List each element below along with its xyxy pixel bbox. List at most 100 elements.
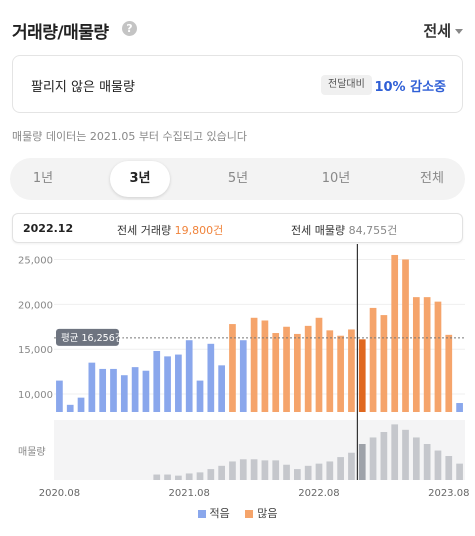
stock-bar: [261, 460, 269, 480]
volume-bar: [110, 368, 117, 412]
volume-bar: [337, 335, 344, 412]
volume-bar: [315, 317, 323, 412]
deal-type-value: 전세: [423, 22, 451, 40]
stock-bar: [326, 461, 334, 480]
volume-bar: [456, 403, 463, 412]
volume-bar: [229, 324, 236, 412]
tab-1-year[interactable]: 1년: [32, 171, 54, 186]
stock-bar: [272, 460, 280, 480]
stock-bar: [218, 465, 225, 480]
volume-bar: [304, 325, 312, 412]
tab-3-year[interactable]: 3년: [110, 161, 170, 197]
volume-bar: [272, 333, 280, 412]
volume-bar: [445, 334, 453, 412]
volume-bar: [326, 330, 334, 412]
volume-bar: [369, 307, 377, 412]
x-tick-label: 2021.08: [169, 488, 210, 499]
volume-bar: [348, 329, 355, 412]
tab-10-year[interactable]: 10년: [321, 171, 351, 186]
average-label: 평균 16,256건: [61, 333, 123, 344]
volume-bar: [56, 380, 63, 412]
volume-bar: [380, 315, 388, 412]
volume-bar: [185, 340, 193, 412]
stock-bar: [456, 463, 463, 480]
stock-bar: [229, 461, 236, 480]
volume-bar: [294, 333, 301, 412]
stock-bar: [185, 473, 193, 480]
selected-month-info: 2022.12 전세 거래량 19,800건 전세 매물량 84,755건: [12, 213, 463, 243]
volume-bar: [423, 297, 431, 412]
x-tick-label: 2020.08: [39, 488, 80, 499]
volume-bar: [196, 380, 204, 412]
volume-bar: [131, 367, 139, 412]
legend-label-many: 많음: [257, 507, 278, 520]
volume-bar: [261, 320, 269, 412]
volume-stock-chart[interactable]: 25,000 20,000 15,000 10,000 평균 16,256건 매물량 202…: [0, 244, 475, 504]
stock-bar: [445, 456, 453, 480]
stock-bar: [164, 474, 171, 480]
y-tick-label: 10,000: [18, 390, 53, 401]
stock-bar: [239, 459, 247, 480]
volume-bar: [391, 254, 399, 412]
y-tick-label: 25,000: [18, 255, 53, 266]
legend-swatch-many: [245, 510, 254, 518]
average-badge: [56, 328, 119, 346]
stock-bar: [315, 463, 323, 480]
info-volume-label: 전세 거래량: [117, 224, 172, 237]
compare-badge: 전달대비: [321, 75, 372, 95]
stock-bar: [196, 472, 204, 480]
stock-bar: [434, 450, 442, 480]
volume-bar: [66, 404, 74, 412]
volume-bar: [164, 356, 171, 412]
volume-bar: [142, 370, 150, 412]
stock-bar: [402, 429, 409, 480]
volume-bar: [77, 397, 85, 412]
tab-all[interactable]: 전체: [420, 171, 444, 186]
volume-bar: [218, 365, 225, 412]
deal-type-dropdown[interactable]: 전세: [423, 20, 463, 41]
volume-bar: [283, 326, 290, 412]
volume-bar: [402, 259, 409, 412]
volume-bar: [99, 368, 107, 412]
stock-bar: [207, 469, 215, 480]
info-volume-value: 19,800건: [174, 224, 224, 237]
chart-legend: 적음 많음: [0, 505, 475, 523]
section-header: 거래량/매물량 ? 전세: [12, 18, 463, 46]
volume-bar: [358, 339, 366, 412]
stock-bar: [391, 424, 399, 480]
stock-bar: [412, 437, 420, 480]
info-stock-label: 전세 매물량: [291, 224, 346, 237]
legend-item-few: 적음: [197, 505, 230, 521]
volume-bar: [434, 301, 442, 412]
volume-bar: [120, 375, 128, 412]
legend-swatch-few: [197, 510, 206, 518]
legend-item-many: 많음: [245, 505, 278, 521]
stock-bar: [380, 432, 388, 480]
stock-bar: [153, 474, 161, 480]
volume-bar: [88, 362, 96, 412]
stock-bar: [304, 465, 312, 480]
stock-bar: [348, 452, 355, 480]
stock-bar: [175, 475, 182, 480]
volume-bar: [250, 317, 258, 412]
info-stock: 전세 매물량 84,755건: [291, 222, 397, 238]
info-volume: 전세 거래량 19,800건: [117, 222, 223, 238]
help-icon[interactable]: ?: [122, 21, 137, 36]
volume-bar: [239, 340, 247, 412]
tab-5-year[interactable]: 5년: [227, 171, 249, 186]
chevron-down-icon: [455, 29, 463, 34]
x-tick-label: 2022.08: [298, 488, 339, 499]
x-tick-label: 2023.08: [428, 488, 469, 499]
section-title: 거래량/매물량: [12, 23, 109, 43]
stock-panel-label: 매물량: [18, 446, 46, 458]
stock-bar: [369, 437, 377, 480]
data-notice: 매물량 데이터는 2021.05 부터 수집되고 있습니다: [12, 130, 248, 143]
stock-bar: [250, 459, 258, 480]
info-stock-value: 84,755건: [348, 224, 398, 237]
legend-label-few: 적음: [209, 507, 230, 520]
info-date: 2022.12: [23, 222, 74, 235]
volume-bar: [175, 354, 182, 412]
unsold-stock-summary: 팔리지 않은 매물량 전달대비 10% 감소중: [12, 55, 463, 113]
stock-bar: [358, 444, 366, 480]
